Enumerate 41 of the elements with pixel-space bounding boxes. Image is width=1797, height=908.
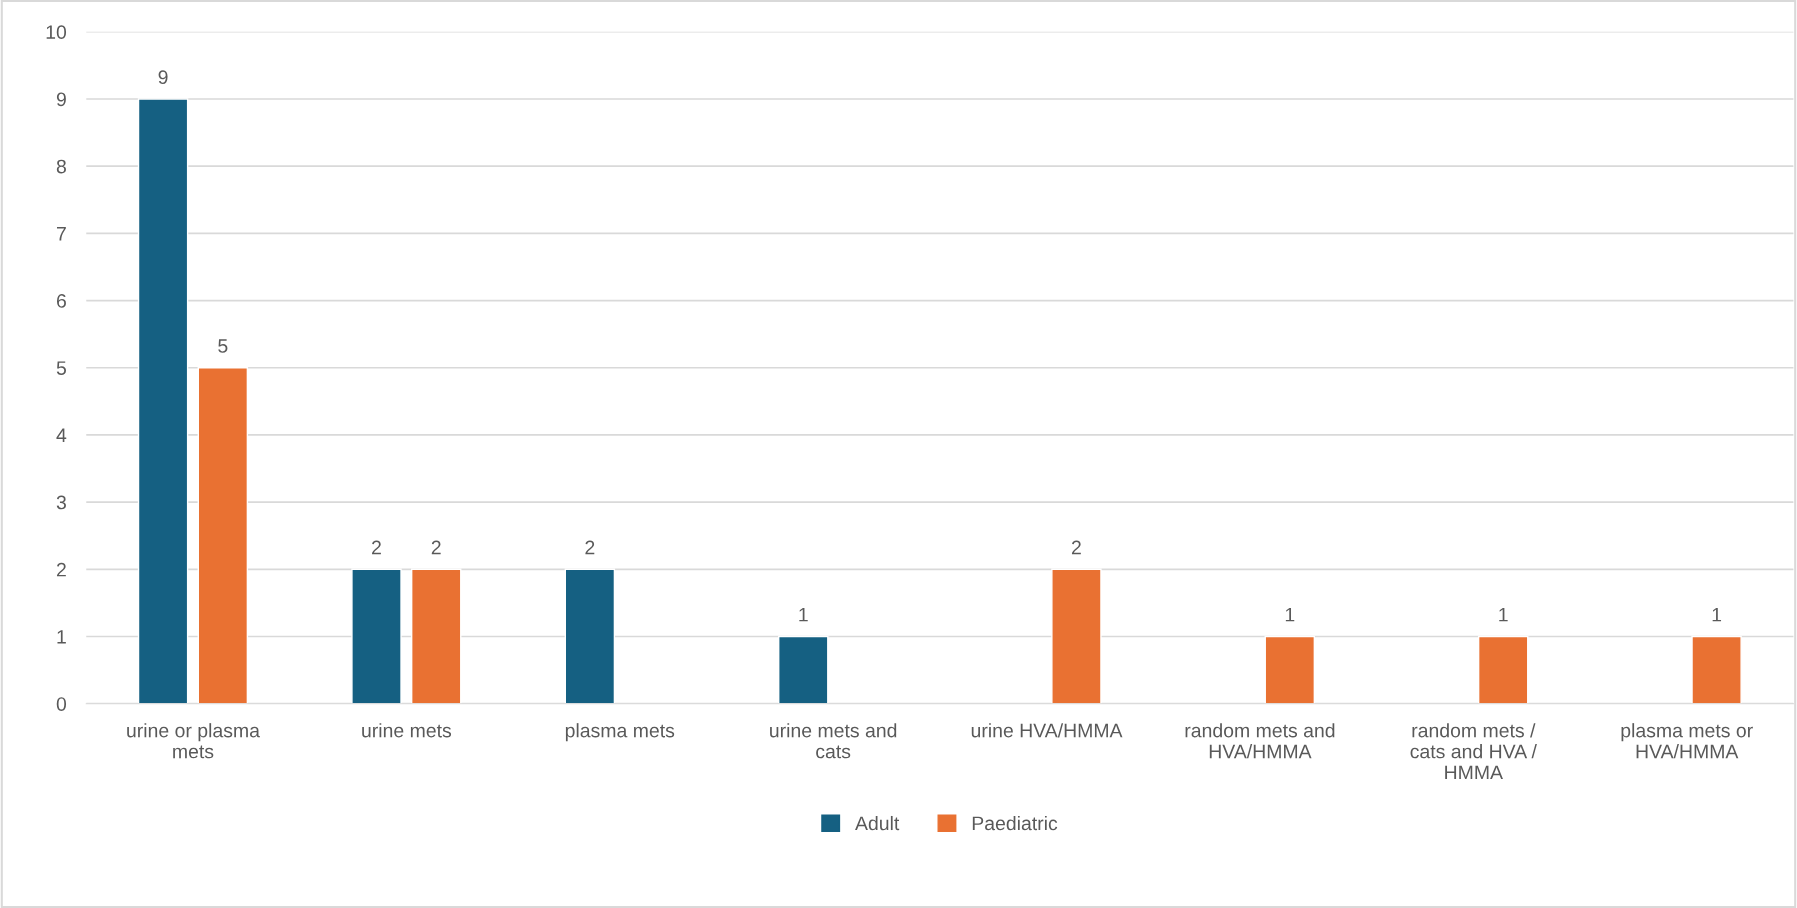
data-label: 5 bbox=[218, 339, 228, 353]
bar bbox=[197, 367, 249, 704]
y-tick-label: 9 bbox=[56, 92, 66, 107]
x-tick-label: urine mets bbox=[362, 723, 452, 738]
bar bbox=[1477, 635, 1529, 704]
x-tick-label: urine mets and cats bbox=[770, 723, 897, 759]
bar bbox=[351, 568, 402, 704]
data-label: 2 bbox=[1071, 540, 1081, 555]
bar bbox=[564, 568, 616, 704]
data-label: 1 bbox=[1285, 607, 1295, 622]
x-tick-label: urine or plasma mets bbox=[127, 723, 260, 759]
bar bbox=[1691, 635, 1742, 704]
y-tick-label: 7 bbox=[57, 227, 66, 241]
bar bbox=[778, 635, 829, 704]
data-label: 1 bbox=[1499, 607, 1508, 622]
data-label: 1 bbox=[1712, 607, 1722, 622]
x-tick-label: random mets / cats and HVA / HMMA bbox=[1410, 723, 1537, 780]
y-tick-label: 10 bbox=[46, 25, 67, 40]
data-label: 1 bbox=[799, 607, 808, 622]
bar bbox=[1051, 568, 1102, 704]
data-label: 9 bbox=[158, 70, 168, 85]
legend-label: Paediatric bbox=[972, 815, 1058, 831]
y-tick-label: 1 bbox=[57, 630, 66, 644]
y-tick-label: 3 bbox=[56, 495, 66, 510]
y-tick-label: 5 bbox=[56, 361, 66, 375]
bar bbox=[410, 568, 462, 704]
x-tick-label: plasma mets bbox=[565, 723, 675, 742]
x-tick-label: random mets and HVA/HMMA bbox=[1185, 723, 1335, 759]
y-tick-label: 0 bbox=[56, 697, 67, 711]
data-label: 2 bbox=[372, 540, 381, 555]
data-label: 2 bbox=[585, 540, 595, 555]
x-tick-label: plasma mets or HVA/HMMA bbox=[1621, 723, 1753, 759]
bar bbox=[1264, 635, 1316, 704]
x-tick-label: urine HVA/HMMA bbox=[971, 723, 1123, 738]
y-tick-label: 2 bbox=[56, 562, 66, 577]
y-tick-label: 4 bbox=[56, 428, 67, 442]
y-tick-label: 8 bbox=[56, 159, 66, 174]
data-label: 2 bbox=[431, 540, 441, 555]
bar bbox=[137, 98, 189, 704]
legend-label: Adult bbox=[855, 815, 900, 831]
y-tick-label: 6 bbox=[56, 294, 66, 308]
